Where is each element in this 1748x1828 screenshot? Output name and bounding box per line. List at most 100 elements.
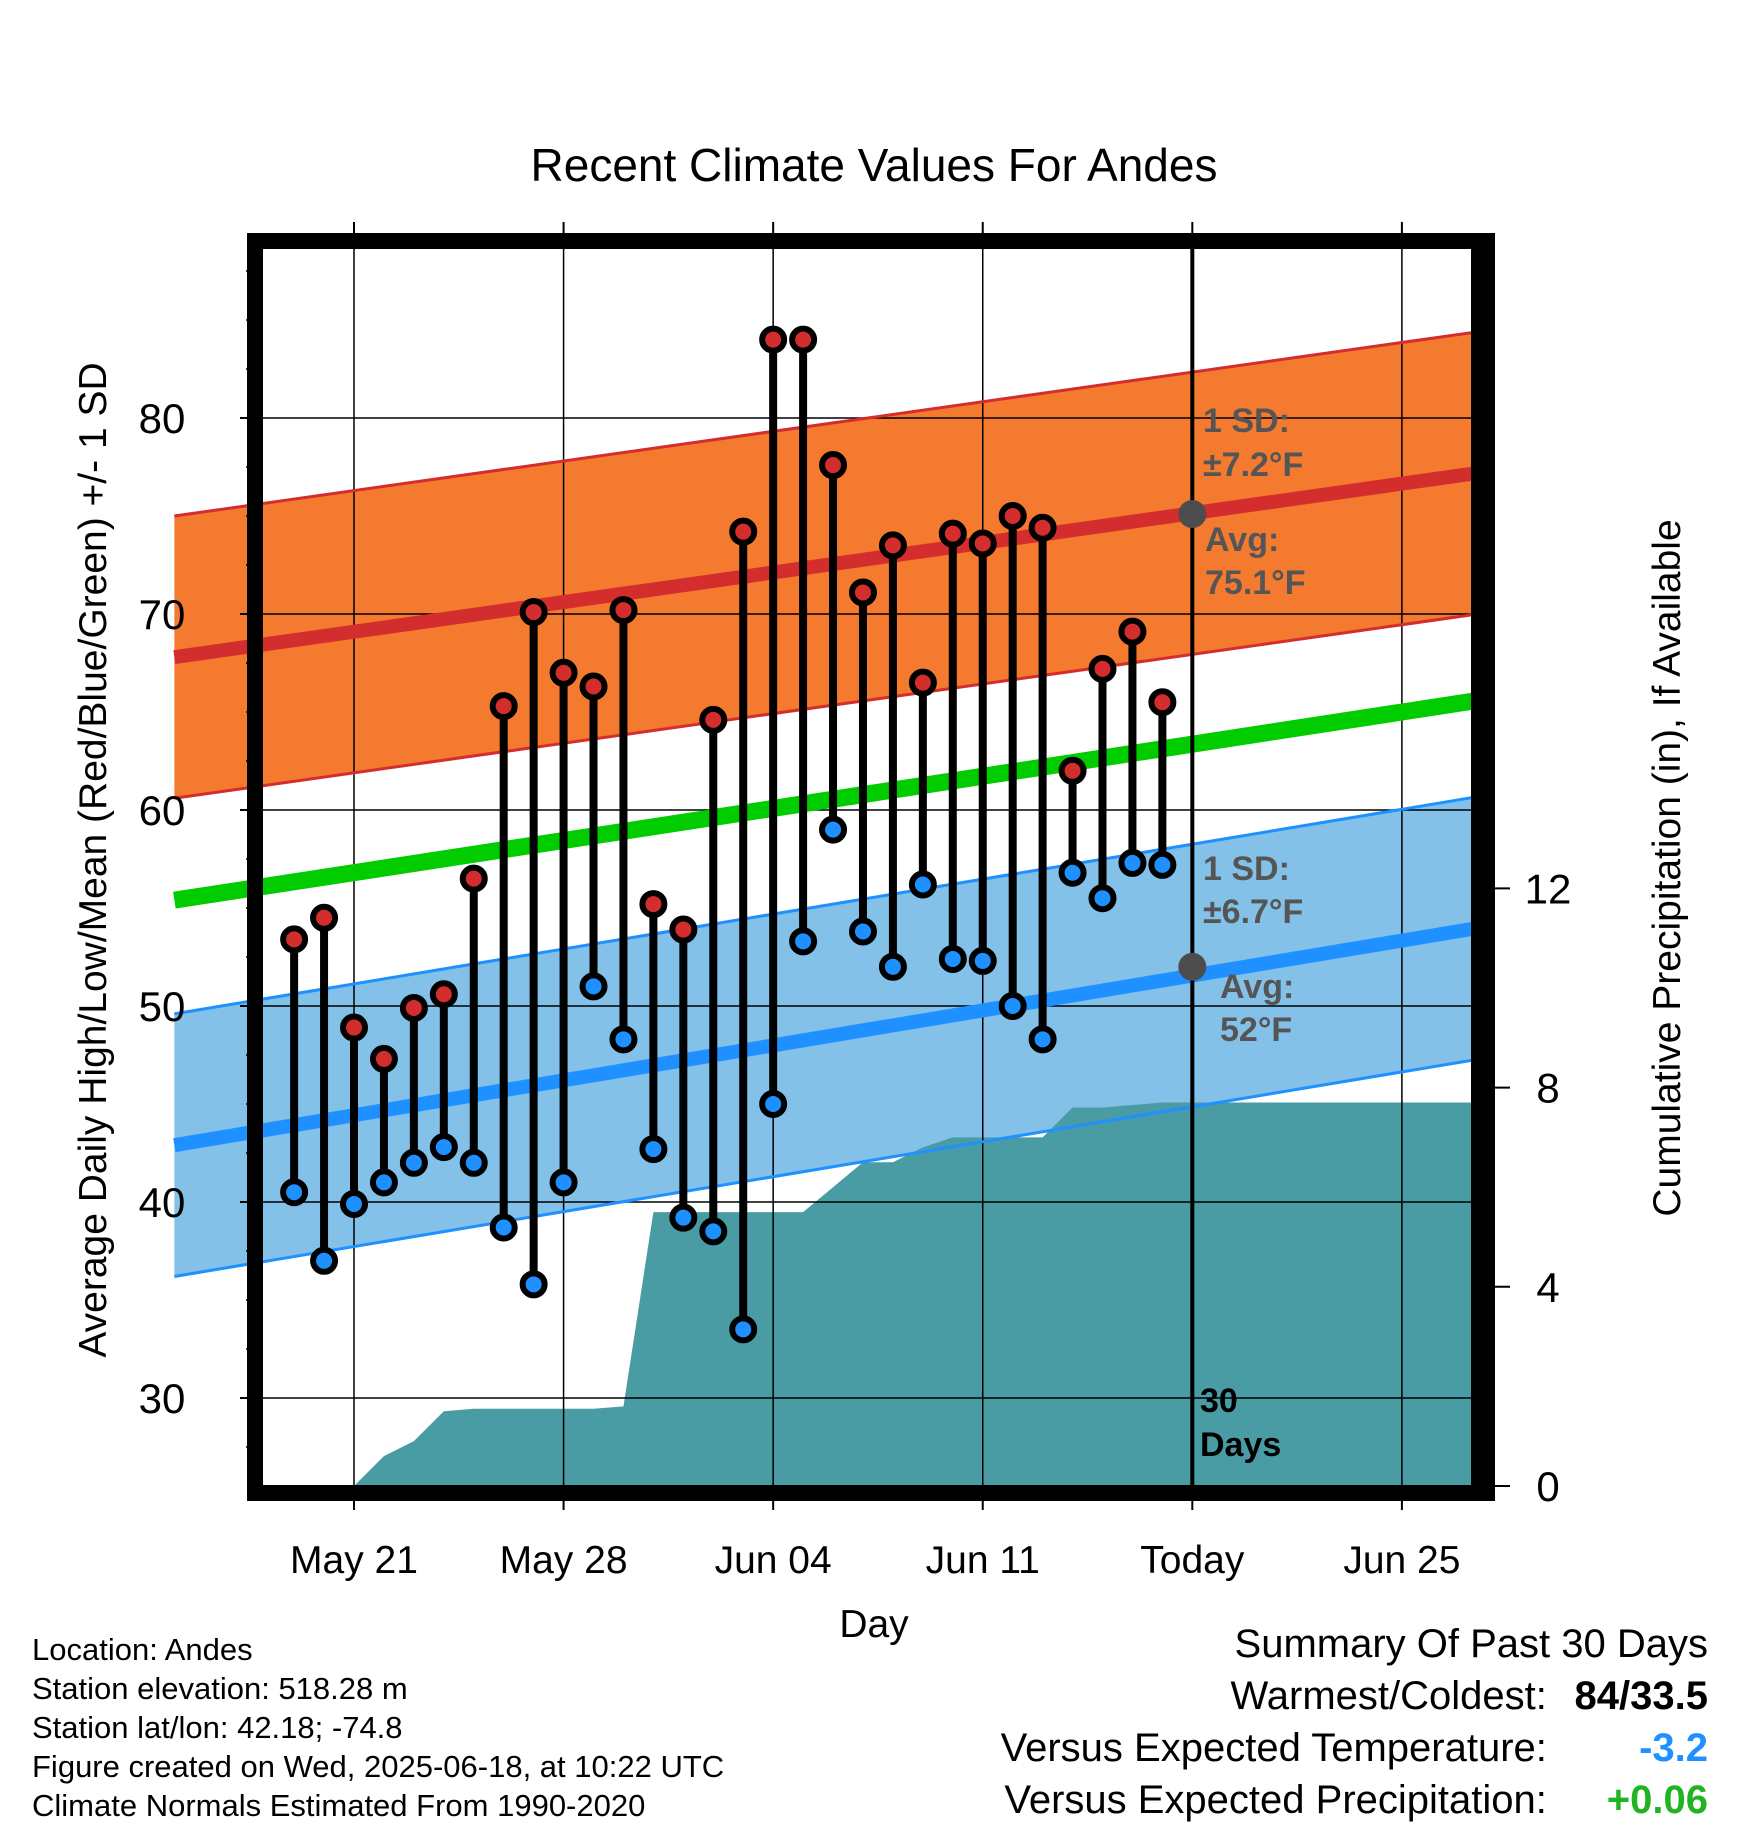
low-avg-value: 52°F <box>1220 1011 1292 1049</box>
precip-value: +0.06 <box>1606 1778 1708 1822</box>
low-point <box>699 1217 728 1246</box>
low-point <box>429 1133 458 1162</box>
low-point <box>938 944 967 973</box>
high-point <box>789 325 818 354</box>
low-point <box>340 1189 368 1218</box>
high-point <box>819 451 848 480</box>
high-point <box>399 993 428 1022</box>
high-point <box>369 1044 398 1073</box>
days-count-label: 30 <box>1200 1382 1238 1420</box>
normal-lines <box>173 328 1494 1278</box>
high-point <box>1028 513 1057 542</box>
y-tick-label: 70 <box>139 591 186 638</box>
location-text: Location: Andes <box>32 1632 253 1667</box>
low-point <box>310 1246 339 1275</box>
low-point <box>459 1148 488 1177</box>
warmest-label: Warmest/Coldest: <box>1230 1674 1547 1718</box>
plot-frame <box>247 233 1495 1501</box>
high-point <box>579 672 608 701</box>
high-point <box>729 517 758 546</box>
high-point <box>998 502 1027 530</box>
temp-label: Versus Expected Temperature: <box>1000 1726 1547 1770</box>
low-point <box>848 917 877 946</box>
y2-tick-label: 8 <box>1536 1065 1559 1112</box>
low-point <box>1088 884 1117 913</box>
high-point <box>1148 688 1177 717</box>
low-point <box>280 1178 309 1207</box>
low-normal-line <box>173 918 1493 1153</box>
high-point <box>340 1013 368 1042</box>
low-point <box>878 952 907 981</box>
latlon-text: Station lat/lon: 42.18; -74.8 <box>32 1710 403 1745</box>
today-high-avg-marker <box>1178 500 1207 529</box>
x-axis-label: Day <box>839 1603 909 1646</box>
high-point <box>938 519 967 548</box>
low-point <box>579 972 608 1001</box>
high-point <box>459 864 488 893</box>
axes: 30 40 50 60 70 80 0 4 8 12 May 21 May 28 Jun 04 Jun 1… <box>139 222 1571 1582</box>
y2-axis-label: Cumulative Precipitation (in), If Availa… <box>1646 519 1689 1216</box>
high-point <box>489 692 518 721</box>
summary-warmest-row: Warmest/Coldest: 84/33.5 <box>1001 1670 1709 1722</box>
low-point <box>399 1148 428 1177</box>
high-avg-value: 75.1°F <box>1205 564 1306 602</box>
temp-value: -3.2 <box>1639 1726 1708 1770</box>
high-point <box>699 705 728 734</box>
high-point <box>878 531 907 560</box>
x-tick-label: Jun 04 <box>715 1539 832 1582</box>
high-point <box>968 529 997 558</box>
summary-panel: Summary Of Past 30 Days Warmest/Coldest:… <box>1001 1618 1708 1826</box>
high-point <box>639 890 668 919</box>
low-point <box>639 1135 668 1164</box>
high-point <box>1088 654 1117 683</box>
x-tick-label: May 21 <box>290 1539 418 1582</box>
low-avg-label: Avg: <box>1220 968 1294 1006</box>
low-point <box>1058 858 1087 887</box>
low-sd-label: 1 SD: <box>1203 850 1290 888</box>
precip-label: Versus Expected Precipitation: <box>1004 1778 1547 1822</box>
high-point <box>310 903 339 932</box>
low-point <box>1148 850 1177 879</box>
low-lower-sd-line <box>174 1055 1492 1278</box>
low-sd-value: ±6.7°F <box>1203 893 1303 931</box>
x-tick-label: Jun 11 <box>926 1539 1040 1582</box>
high-point <box>519 598 548 627</box>
observations <box>280 325 1177 1344</box>
low-point <box>819 815 848 844</box>
today-low-avg-marker <box>1178 952 1207 981</box>
precipitation-area <box>354 1102 1492 1486</box>
y-tick-label: 50 <box>139 983 186 1030</box>
station-info: Location: Andes Station elevation: 518.2… <box>32 1630 724 1825</box>
low-point <box>908 870 937 899</box>
precip-fill <box>354 1102 1492 1486</box>
low-point <box>489 1213 518 1242</box>
high-avg-label: Avg: <box>1205 521 1279 559</box>
low-point <box>1028 1025 1057 1054</box>
chart-title: Recent Climate Values For Andes <box>531 139 1218 191</box>
warmest-value: 84/33.5 <box>1574 1674 1708 1718</box>
high-point <box>669 915 698 944</box>
high-point <box>549 658 578 687</box>
high-upper-sd-line <box>174 328 1492 518</box>
high-point <box>848 578 877 607</box>
high-point <box>908 668 937 697</box>
y-tick-label: 60 <box>139 787 186 834</box>
low-point <box>729 1315 758 1344</box>
high-point <box>280 925 309 954</box>
y-tick-label: 40 <box>139 1179 186 1226</box>
x-tick-label: Jun 25 <box>1343 1539 1460 1582</box>
y-tick-label: 80 <box>139 395 186 442</box>
summary-temp-row: Versus Expected Temperature: -3.2 <box>1001 1722 1708 1774</box>
high-sd-value: ±7.2°F <box>1203 446 1303 484</box>
low-point <box>669 1203 698 1232</box>
y-axis-label: Average Daily High/Low/Mean (Red/Blue/Gr… <box>72 362 115 1357</box>
low-point <box>789 927 818 956</box>
y2-tick-label: 0 <box>1536 1463 1559 1510</box>
high-point <box>609 596 638 625</box>
days-word-label: Days <box>1200 1426 1281 1464</box>
low-point <box>998 992 1027 1020</box>
x-tick-label: Today <box>1140 1539 1245 1582</box>
created-text: Figure created on Wed, 2025-06-18, at 10… <box>32 1749 725 1784</box>
x-tick-label: May 28 <box>500 1539 628 1582</box>
